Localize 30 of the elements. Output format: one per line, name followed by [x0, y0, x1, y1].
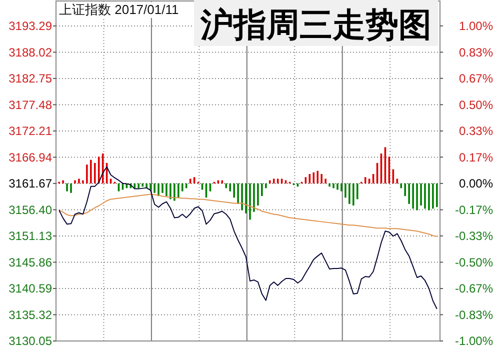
y2-tick-label: -0.83%	[454, 308, 494, 322]
y2-tick-label: 0.83%	[458, 45, 494, 60]
y-tick-label: 3151.13	[8, 229, 52, 244]
chart-subtitle: 上证指数 2017/01/11	[59, 2, 179, 17]
y2-tick-label: -0.67%	[454, 282, 494, 296]
y2-tick-label: 0.67%	[458, 72, 494, 86]
y2-tick-label: -0.50%	[454, 255, 494, 270]
y2-tick-label: 0.00%	[458, 176, 494, 191]
y2-tick-label: -0.33%	[454, 229, 494, 244]
line-series	[58, 194, 438, 238]
y-tick-label: 3166.94	[8, 150, 52, 164]
y-tick-label: 3145.86	[8, 255, 52, 270]
y-tick-label: 3161.67	[8, 176, 52, 191]
chart-title: 沪指周三走势图	[200, 5, 432, 44]
y2-tick-label: 0.50%	[458, 98, 494, 112]
y-tick-label: 3188.02	[8, 45, 52, 60]
y-tick-label: 3193.29	[8, 19, 52, 34]
y-tick-label: 3172.21	[8, 124, 52, 138]
y-tick-label: 3130.05	[8, 334, 52, 347]
y-tick-label: 3177.48	[8, 98, 52, 112]
y2-tick-label: -1.00%	[454, 334, 494, 347]
y2-tick-label: 0.33%	[458, 124, 494, 138]
y-tick-label: 3156.40	[8, 202, 52, 217]
y2-tick-label: -0.17%	[454, 202, 494, 217]
y2-tick-label: 1.00%	[458, 19, 494, 34]
line-series	[58, 166, 438, 310]
y-tick-label: 3182.75	[8, 72, 52, 86]
y-tick-label: 3135.32	[8, 308, 52, 322]
y2-tick-label: 0.17%	[458, 150, 494, 164]
y-tick-label: 3140.59	[8, 282, 52, 296]
